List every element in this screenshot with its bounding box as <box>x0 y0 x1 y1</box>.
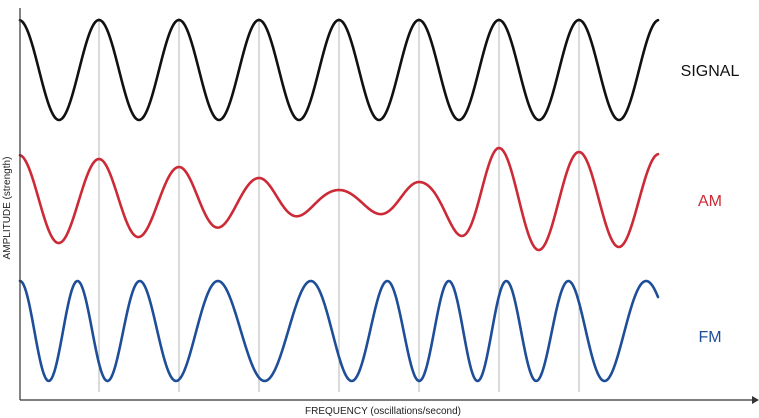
fm-wave <box>18 279 660 383</box>
axes <box>19 8 759 404</box>
signal-label: SIGNAL <box>681 63 740 80</box>
waveforms <box>18 18 660 383</box>
am-label: AM <box>698 193 722 210</box>
y-axis-title: AMPLITUDE (strength) <box>2 157 13 260</box>
am-wave <box>18 146 660 252</box>
fm-label: FM <box>698 329 721 346</box>
signal-wave <box>18 18 660 122</box>
x-axis-title: FREQUENCY (oscillations/second) <box>305 406 461 417</box>
x-axis-arrowhead <box>752 396 759 404</box>
gridlines <box>98 18 580 392</box>
